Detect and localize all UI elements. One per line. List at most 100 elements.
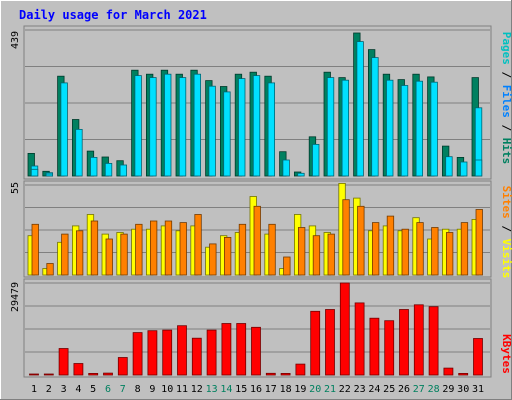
bar-kbytes-day-14 [221, 323, 232, 376]
bar-files-day-10 [164, 73, 172, 177]
bar-kbytes-day-25 [384, 320, 395, 376]
bar-sites-day-29 [445, 232, 454, 276]
bar-sites-day-14 [223, 236, 232, 276]
bar-kbytes-day-31 [473, 338, 483, 376]
bar-kbytes-day-4 [73, 363, 84, 376]
bar-sites-day-13 [209, 243, 217, 276]
bar-sites-day-6 [105, 238, 113, 276]
x-tick-label: 10 [161, 384, 173, 395]
bar-files-day-13 [208, 85, 216, 177]
bar-kbytes-day-30 [458, 372, 469, 376]
bar-sites-day-31 [475, 209, 483, 276]
bar-files-day-4 [75, 128, 83, 177]
bar-files-day-24 [371, 57, 379, 177]
x-tick-label: 9 [149, 384, 155, 395]
bar-sites-day-24 [371, 222, 380, 276]
bar-kbytes-day-29 [443, 367, 454, 376]
chart-title: Daily usage for March 2021 [19, 8, 207, 22]
bar-files-day-12 [193, 73, 202, 177]
x-tick-label: 31 [472, 384, 484, 395]
bar-kbytes-day-12 [191, 337, 202, 376]
bar-sites-day-8 [135, 223, 143, 276]
bar-kbytes-day-20 [310, 310, 321, 376]
bar-files-day-20 [312, 143, 320, 177]
x-tick-label: 16 [250, 384, 262, 395]
bar-files-day-29 [445, 156, 453, 177]
x-tick-label: 4 [75, 384, 81, 395]
bar-files-day-15 [238, 78, 246, 177]
bar-sites-day-7 [120, 233, 128, 276]
bar-kbytes-day-11 [177, 325, 187, 376]
bar-kbytes-day-21 [325, 309, 335, 376]
bar-files-day-30 [460, 161, 468, 177]
x-tick-label: 15 [235, 384, 247, 395]
bar-sites-day-5 [90, 220, 99, 276]
x-tick-label: 21 [324, 384, 336, 395]
bar-files-day-28 [430, 81, 438, 177]
bar-files-day-27 [415, 80, 424, 177]
x-tick-label: 7 [120, 384, 126, 395]
x-tick-label: 30 [457, 384, 469, 395]
bar-kbytes-day-1 [29, 373, 39, 376]
bar-kbytes-day-27 [413, 304, 424, 376]
bar-files-day-19 [297, 172, 305, 177]
bar-sites-day-22 [342, 199, 350, 276]
x-tick-label: 12 [191, 384, 203, 395]
bar-sites-day-27 [416, 222, 424, 276]
x-tick-label: 6 [105, 384, 111, 395]
bar-files-day-14 [223, 91, 231, 177]
x-tick-label: 19 [294, 384, 306, 395]
bar-sites-day-11 [179, 222, 187, 276]
bar-kbytes-day-3 [58, 348, 69, 376]
bar-kbytes-day-10 [162, 329, 173, 376]
bar-files-day-6 [104, 162, 113, 177]
bar-files-day-25 [386, 79, 394, 177]
bar-pages-day-31 [474, 159, 483, 177]
ymax-label-hits: 439 [10, 31, 21, 49]
bar-kbytes-day-5 [88, 372, 99, 376]
bar-sites-day-10 [164, 220, 173, 276]
bar-files-day-16 [252, 75, 261, 177]
bar-files-day-3 [60, 82, 68, 177]
legend-visits-sites: Sites / Visits [500, 186, 512, 279]
x-tick-label: 24 [368, 384, 380, 395]
bar-pages-day-1 [30, 168, 39, 177]
x-tick-label: 26 [398, 384, 410, 395]
bar-sites-day-30 [460, 222, 469, 276]
bar-kbytes-day-2 [43, 373, 54, 376]
bar-sites-day-21 [327, 233, 335, 276]
bar-sites-day-26 [401, 228, 409, 276]
x-tick-label: 27 [413, 384, 425, 395]
ymax-label-visits: 55 [10, 182, 21, 194]
bar-files-day-22 [341, 79, 350, 177]
bar-files-day-11 [178, 77, 187, 177]
bar-sites-day-28 [431, 227, 439, 276]
bar-kbytes-day-17 [265, 372, 276, 376]
bar-kbytes-day-7 [117, 357, 128, 376]
x-tick-label: 18 [280, 384, 292, 395]
bar-kbytes-day-24 [369, 317, 380, 376]
bar-kbytes-day-13 [206, 329, 217, 376]
x-tick-label: 25 [383, 384, 395, 395]
x-tick-label: 11 [176, 384, 188, 395]
bar-files-day-18 [282, 159, 290, 177]
bar-sites-day-18 [283, 256, 291, 276]
bar-files-day-9 [149, 77, 157, 177]
bar-sites-day-20 [312, 235, 321, 276]
bar-sites-day-17 [268, 223, 276, 276]
bar-files-day-7 [119, 164, 127, 177]
bar-sites-day-23 [357, 205, 365, 276]
x-tick-label: 3 [61, 384, 67, 395]
bar-kbytes-day-6 [103, 372, 113, 376]
x-tick-label: 2 [46, 384, 52, 395]
bar-kbytes-day-19 [295, 363, 306, 376]
x-tick-label: 29 [442, 384, 454, 395]
legend-hits-files-pages: Pages / Files / Hits [500, 32, 512, 165]
x-tick-label: 22 [339, 384, 351, 395]
bar-sites-day-12 [194, 214, 202, 276]
ymax-label-kbytes: 29479 [10, 282, 21, 312]
bar-kbytes-day-18 [280, 372, 291, 376]
bar-sites-day-25 [386, 215, 395, 276]
bar-sites-day-9 [149, 220, 158, 276]
x-tick-label: 5 [90, 384, 96, 395]
